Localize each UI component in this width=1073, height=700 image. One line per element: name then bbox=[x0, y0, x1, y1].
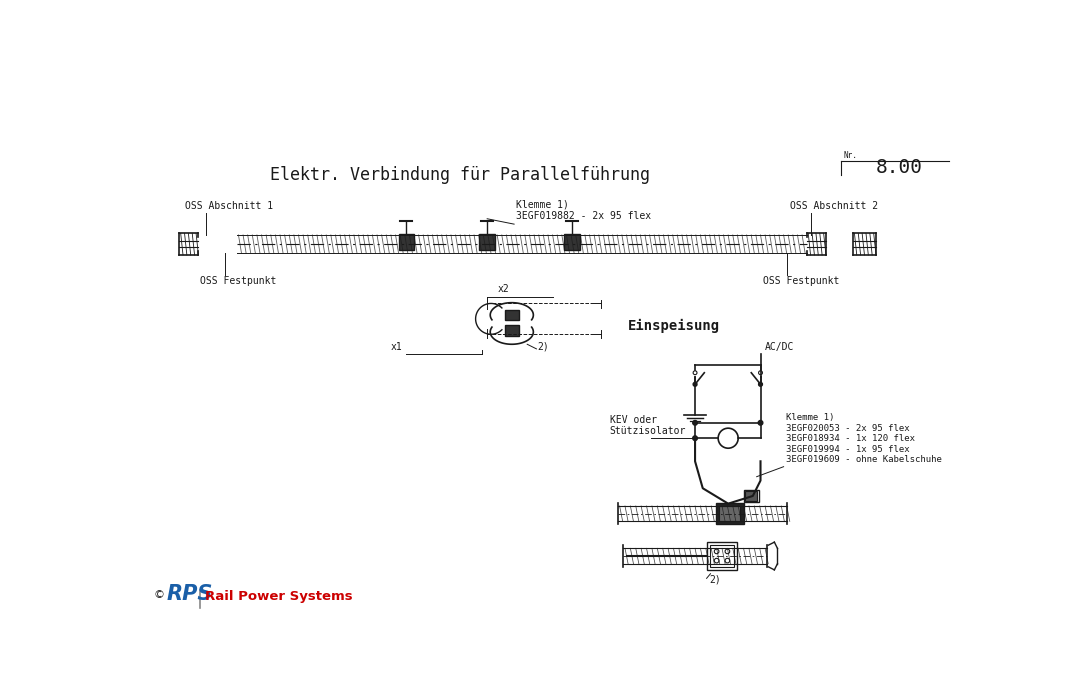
Bar bbox=[709, 545, 734, 567]
Bar bbox=[716, 503, 744, 524]
Text: 2): 2) bbox=[538, 342, 549, 351]
Text: x2: x2 bbox=[497, 284, 509, 294]
Bar bbox=[707, 542, 737, 570]
Text: AC/DC: AC/DC bbox=[764, 342, 794, 352]
Bar bbox=[480, 234, 495, 249]
Circle shape bbox=[693, 421, 697, 425]
Circle shape bbox=[718, 428, 738, 448]
Bar bbox=[398, 234, 414, 249]
Text: Nr.: Nr. bbox=[843, 151, 857, 160]
Text: Rail Power Systems: Rail Power Systems bbox=[205, 590, 353, 603]
Bar bbox=[745, 491, 758, 500]
Circle shape bbox=[759, 371, 763, 374]
Text: 2): 2) bbox=[709, 574, 721, 584]
Text: OSS Festpunkt: OSS Festpunkt bbox=[200, 276, 277, 286]
Circle shape bbox=[715, 559, 719, 563]
Text: KEV oder
Stützisolator: KEV oder Stützisolator bbox=[609, 414, 686, 436]
Bar bbox=[505, 309, 518, 321]
Text: RPS: RPS bbox=[166, 584, 212, 604]
Bar bbox=[744, 490, 759, 502]
Bar bbox=[564, 234, 579, 249]
Text: OSS Abschnitt 1: OSS Abschnitt 1 bbox=[185, 201, 273, 211]
Circle shape bbox=[715, 549, 719, 554]
Text: Einspeisung: Einspeisung bbox=[628, 319, 720, 333]
Text: Elektr. Verbindung für Parallelführung: Elektr. Verbindung für Parallelführung bbox=[270, 166, 650, 184]
Circle shape bbox=[759, 382, 763, 386]
Circle shape bbox=[759, 421, 763, 425]
Circle shape bbox=[693, 371, 697, 374]
Circle shape bbox=[725, 549, 730, 554]
Text: x1: x1 bbox=[391, 342, 402, 351]
Text: OSS Festpunkt: OSS Festpunkt bbox=[763, 276, 839, 286]
Text: OSS Abschnitt 2: OSS Abschnitt 2 bbox=[790, 201, 878, 211]
Text: ©: © bbox=[153, 590, 165, 601]
Text: Klemme 1)
3EGF019882 - 2x 95 flex: Klemme 1) 3EGF019882 - 2x 95 flex bbox=[516, 199, 650, 221]
Circle shape bbox=[693, 382, 697, 386]
Text: 8.00: 8.00 bbox=[876, 158, 923, 177]
Text: Klemme 1)
3EGF020053 - 2x 95 flex
3EGF018934 - 1x 120 flex
3EGF019994 - 1x 95 fl: Klemme 1) 3EGF020053 - 2x 95 flex 3EGF01… bbox=[785, 414, 942, 464]
Circle shape bbox=[725, 559, 730, 563]
Bar bbox=[719, 506, 740, 522]
Circle shape bbox=[693, 436, 697, 440]
Bar bbox=[505, 325, 518, 336]
